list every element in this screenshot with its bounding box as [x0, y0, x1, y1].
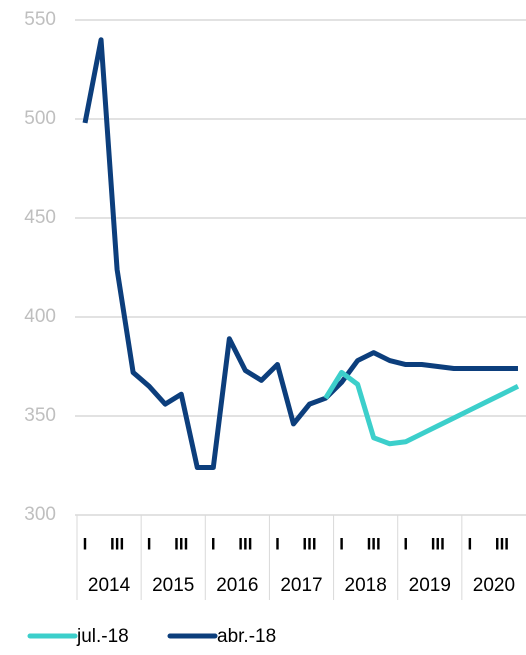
x-tick-label: III [431, 534, 445, 553]
x-tick-label: III [174, 534, 188, 553]
x-tick-label: I [339, 534, 344, 553]
legend-label: jul.-18 [76, 626, 129, 647]
x-group-label: 2015 [152, 575, 194, 596]
x-group-label: 2014 [88, 575, 131, 596]
x-group-label: 2019 [409, 575, 451, 596]
series-line [82, 37, 518, 470]
x-tick-label: I [403, 534, 408, 553]
x-tick-label: I [147, 534, 152, 553]
x-tick-label: I [275, 534, 280, 553]
y-tick-label: 350 [24, 405, 56, 426]
x-tick-label: III [302, 534, 316, 553]
x-group-label: 2017 [280, 575, 322, 596]
x-tick-label: I [211, 534, 216, 553]
x-group-label: 2020 [473, 575, 515, 596]
legend-label: abr.-18 [217, 626, 276, 647]
x-tick-label: I [468, 534, 473, 553]
x-group-label: 2018 [345, 575, 387, 596]
x-tick-label: III [238, 534, 252, 553]
y-tick-label: 450 [24, 207, 56, 228]
x-tick-label: III [367, 534, 381, 553]
y-tick-label: 300 [24, 504, 56, 525]
x-tick-label: I [83, 534, 88, 553]
y-tick-label: 550 [24, 9, 56, 30]
x-tick-label: III [110, 534, 124, 553]
y-tick-label: 500 [24, 108, 56, 129]
y-tick-label: 400 [24, 306, 56, 327]
series-line [323, 369, 520, 447]
x-tick-label: III [495, 534, 509, 553]
x-group-label: 2016 [216, 575, 258, 596]
